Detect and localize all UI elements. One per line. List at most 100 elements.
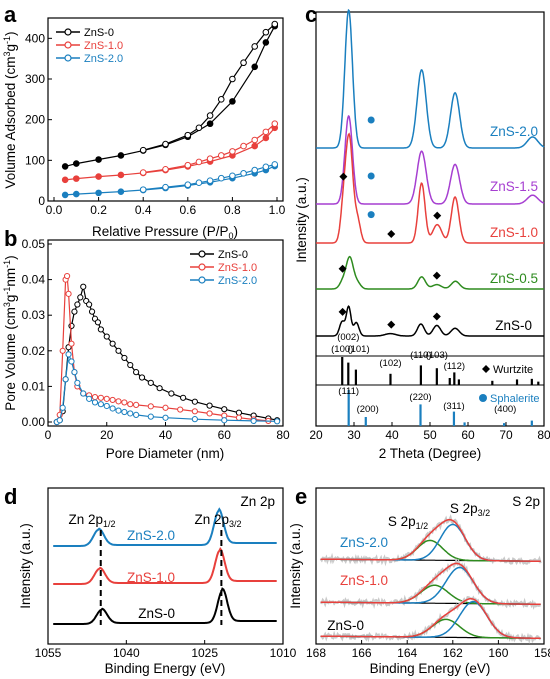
y-tick-label-a: 200 xyxy=(25,113,45,127)
sphalerite-dot-marker xyxy=(367,116,375,124)
x-tick-label-d: 1040 xyxy=(113,646,140,660)
sphalerite-hkl-label: (111) xyxy=(338,386,359,397)
pore-distribution-point xyxy=(191,408,198,415)
sphalerite-legend: Sphalerite xyxy=(479,393,540,405)
panel-d-peak-label-2: Zn 2p3/2 xyxy=(194,512,241,529)
pore-distribution-point xyxy=(80,390,87,397)
y-tick-label-b: 0.00 xyxy=(22,415,46,429)
isotherm-point xyxy=(262,39,270,46)
xrd-pattern-line xyxy=(316,255,544,290)
xps-zn-spectrum-line xyxy=(53,546,277,585)
isotherm-point xyxy=(139,146,147,154)
pore-distribution-point xyxy=(206,410,213,417)
panel-c: c 20 30 40 50 60 70 80 (100)(002)(101) (102) (11… xyxy=(294,2,550,461)
pore-distribution-point xyxy=(88,308,96,315)
isotherm-point xyxy=(184,131,192,139)
pore-distribution-point xyxy=(235,414,243,421)
panel-d-corner-label: Zn 2p xyxy=(240,494,275,509)
panel-a-ticks: 0.0 0.2 0.4 0.6 0.8 1.0 0 100 200 300 400 xyxy=(25,31,286,217)
wurtzite-diamond-marker xyxy=(339,172,348,181)
isotherm-point xyxy=(73,175,80,182)
pore-distribution-point xyxy=(250,417,257,425)
pore-distribution-point xyxy=(147,403,154,410)
isotherm-point xyxy=(206,120,214,128)
panel-d-xlabel: Binding Energy (eV) xyxy=(105,661,226,676)
pore-distribution-point xyxy=(133,369,140,376)
panel-e-label: e xyxy=(295,484,307,509)
isotherm-point xyxy=(240,59,247,67)
isotherm-point xyxy=(262,163,270,171)
legend-label-b-1: ZnS-1.0 xyxy=(218,262,257,274)
isotherm-point xyxy=(61,191,69,199)
isotherm-point xyxy=(271,120,279,128)
isotherm-point xyxy=(139,169,147,176)
panel-a-frame xyxy=(47,17,284,202)
pore-distribution-point xyxy=(56,417,63,424)
xps-s-envelope-line xyxy=(320,562,541,605)
pore-distribution-point xyxy=(65,351,72,358)
xrd-pattern-line xyxy=(316,305,544,337)
series-label-e-2: ZnS-0 xyxy=(327,618,364,633)
panel-b-xlabel: Pore Diameter (nm) xyxy=(106,446,225,461)
isotherm-point xyxy=(251,166,258,174)
sphalerite-dot-marker xyxy=(367,211,375,219)
isotherm-point xyxy=(206,112,214,119)
x-tick-label-e: 164 xyxy=(397,646,417,660)
sphalerite-dot-marker xyxy=(367,172,375,180)
pore-distribution-line xyxy=(56,352,278,423)
xps-s-envelope-line xyxy=(320,597,541,639)
panel-e-frame xyxy=(315,487,545,645)
pore-distribution-point xyxy=(147,379,154,386)
legend-marker-b-1 xyxy=(198,263,206,271)
wurtzite-hkl-label: (112) xyxy=(444,361,465,372)
pore-distribution-point xyxy=(133,401,140,409)
panel-a-legend: ZnS-0 ZnS-1.0 ZnS-2.0 xyxy=(56,27,123,65)
isotherm-point xyxy=(262,28,270,36)
panel-a-plot xyxy=(61,20,279,199)
panel-a-label: a xyxy=(4,2,17,27)
x-tick-label-b: 0 xyxy=(45,428,52,442)
series-label-d-0: ZnS-2.0 xyxy=(127,528,175,543)
x-tick-label-b: 80 xyxy=(276,428,290,442)
pore-distribution-point xyxy=(103,402,110,410)
panel-d-frame xyxy=(47,487,284,645)
y-tick-label-b: 0.01 xyxy=(22,379,46,393)
pore-distribution-point xyxy=(80,283,87,290)
x-tick-label-b: 40 xyxy=(159,428,173,442)
x-tick-label-d: 1010 xyxy=(270,646,297,660)
isotherm-point xyxy=(162,183,169,191)
panel-d-ylabel: Intensity (a.u.) xyxy=(18,523,33,609)
x-tick-label-a: 0.2 xyxy=(90,203,107,217)
panel-c-series-labels: ZnS-2.0 ZnS-1.5 ZnS-1.0 ZnS-0.5 ZnS-0 xyxy=(490,124,538,333)
y-tick-label-b: 0.05 xyxy=(22,237,46,251)
series-label-d-2: ZnS-0 xyxy=(138,606,175,621)
series-label-e-0: ZnS-2.0 xyxy=(340,535,388,550)
sphalerite-hkl-label: (311) xyxy=(443,401,464,412)
panel-e-ticks: 168 166 164 162 160 158 xyxy=(306,640,550,660)
isotherm-adsorption-line xyxy=(65,25,276,167)
wurtzite-hkl-label: (002) xyxy=(337,332,359,343)
isotherm-desorption-line xyxy=(143,23,276,151)
sphalerite-hkl-label: (400) xyxy=(494,404,516,415)
pore-distribution-point xyxy=(91,393,99,401)
isotherm-point xyxy=(117,152,125,159)
wurtzite-hkl-label: (102) xyxy=(379,358,401,369)
panel-c-ticks: 20 30 40 50 60 70 80 xyxy=(309,422,550,442)
isotherm-point xyxy=(139,186,147,193)
pore-distribution-point xyxy=(71,369,78,376)
pore-distribution-point xyxy=(59,404,66,411)
panel-e-peak-label-2: S 2p3/2 xyxy=(450,501,490,518)
panel-d-ticks: 1055 1040 1025 1010 xyxy=(35,640,297,660)
panel-b-ticks: 0 20 40 60 80 0.00 0.01 0.02 0.03 0.04 0.05 xyxy=(22,237,290,442)
y-tick-label-b: 0.03 xyxy=(22,308,46,322)
panel-b-legend: ZnS-0 ZnS-1.0 ZnS-2.0 xyxy=(190,249,257,287)
pore-distribution-point xyxy=(121,354,128,362)
panel-d-label: d xyxy=(4,484,17,509)
isotherm-point xyxy=(251,142,258,150)
isotherm-point xyxy=(217,152,225,159)
pore-distribution-point xyxy=(63,272,71,280)
isotherm-point xyxy=(73,160,80,167)
y-tick-label-a: 100 xyxy=(25,153,45,167)
pore-distribution-point xyxy=(191,398,198,405)
isotherm-point xyxy=(73,190,80,198)
